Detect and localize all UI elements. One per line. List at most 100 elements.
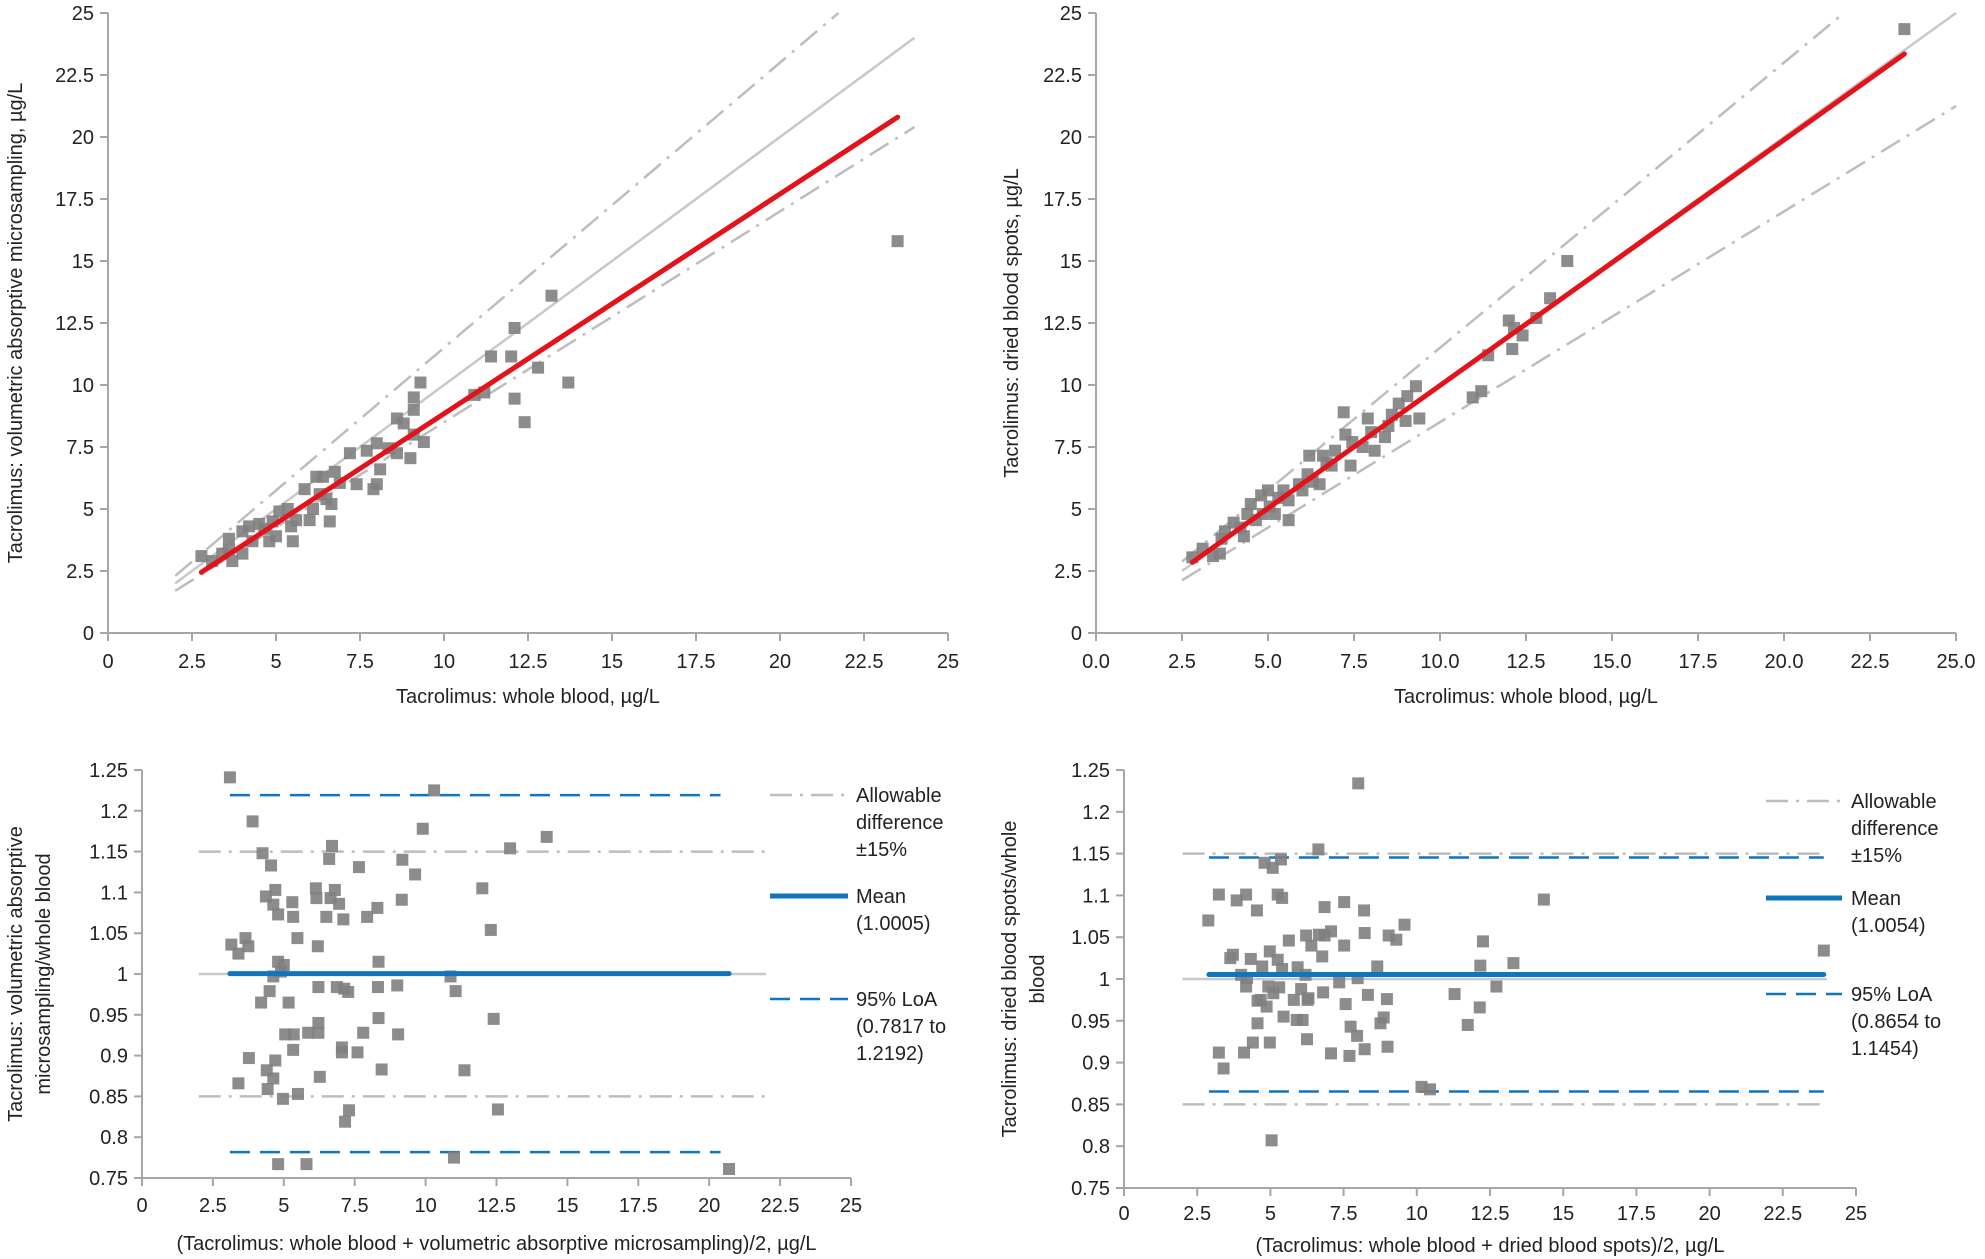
data-point	[276, 1092, 289, 1105]
data-point	[1237, 530, 1250, 543]
y-tick-label: 0.9	[1082, 1053, 1110, 1075]
x-axis-title: Tacrolimus: whole blood, µg/L	[396, 686, 660, 708]
data-point	[1378, 431, 1391, 444]
x-tick-label: 10.0	[1421, 651, 1460, 673]
data-point	[1475, 385, 1488, 398]
x-tick-label: 2.5	[199, 1195, 227, 1217]
x-tick-label: 20.0	[1765, 651, 1804, 673]
data-point	[1398, 918, 1411, 931]
x-tick-label: 15	[1552, 1203, 1574, 1225]
x-tick-label: 12.5	[477, 1195, 516, 1217]
y-tick-label: 2.5	[66, 561, 94, 583]
y-axis-title: blood	[1027, 955, 1049, 1004]
x-tick-label: 0	[102, 651, 113, 673]
data-point	[1246, 1036, 1259, 1049]
x-tick-label: 20	[1698, 1203, 1720, 1225]
data-point	[1358, 927, 1371, 940]
data-point	[397, 417, 410, 430]
data-point	[1461, 1018, 1474, 1031]
y-tick-label: 25	[72, 3, 94, 25]
allowable-lower-line	[1181, 104, 1957, 582]
data-point	[485, 350, 498, 363]
chart-bland-altman-vams: 0 2.5 5 7.5 10 12.5 15 17.5 20 22.5 25 0.75 0.8 0.85 0…	[5, 760, 946, 1255]
data-point	[1263, 1036, 1276, 1049]
y-axis-title: Tacrolimus: volumetric absorptive	[5, 826, 27, 1122]
data-point	[1361, 412, 1374, 425]
x-tick-label: 22.5	[1763, 1203, 1802, 1225]
x-tick-label: 17.5	[1679, 651, 1718, 673]
y-tick-label: 7.5	[66, 437, 94, 459]
data-point	[1898, 23, 1911, 36]
data-point	[1202, 914, 1215, 927]
data-point	[351, 1046, 364, 1059]
data-point	[458, 1064, 471, 1077]
x-tick-label: 5	[278, 1195, 289, 1217]
y-tick-label: 1.05	[89, 923, 128, 945]
data-point	[1240, 888, 1253, 901]
legend-label: difference	[1851, 818, 1938, 840]
data-point	[1256, 960, 1269, 973]
data-point	[339, 1115, 352, 1128]
data-point	[236, 547, 249, 560]
data-point	[1401, 390, 1414, 403]
x-tick-label: 25	[840, 1195, 862, 1217]
x-tick-label: 7.5	[341, 1195, 369, 1217]
data-point	[1351, 1029, 1364, 1042]
data-point	[374, 463, 387, 476]
y-tick-label: 0.8	[100, 1127, 128, 1149]
data-point	[1473, 1001, 1486, 1014]
data-point	[540, 830, 553, 843]
data-point	[343, 1104, 356, 1117]
data-point	[290, 514, 303, 527]
y-tick-label: 1.2	[1082, 802, 1110, 824]
data-point	[272, 1158, 285, 1171]
data-point	[390, 447, 403, 460]
data-point	[306, 503, 319, 515]
data-point	[1295, 983, 1308, 996]
data-point	[1358, 904, 1371, 917]
data-point	[273, 505, 286, 518]
data-point	[1265, 1134, 1278, 1147]
data-point	[1287, 993, 1300, 1006]
data-point	[545, 289, 558, 302]
x-tick-label: 25	[1845, 1203, 1867, 1225]
data-point	[1371, 960, 1384, 973]
data-point	[396, 853, 409, 866]
y-tick-label: 1.1	[100, 882, 128, 904]
data-point	[343, 447, 356, 460]
data-point	[1316, 950, 1329, 963]
x-tick-label: 12.5	[1471, 1203, 1510, 1225]
data-point	[723, 1163, 736, 1176]
legend-entry: Mean (1.0054)	[1766, 888, 1926, 937]
y-axis-title: Tacrolimus: volumetric absorptive micros…	[5, 83, 27, 564]
y-tick-label: 1.15	[1071, 844, 1110, 866]
data-point	[1381, 1040, 1394, 1053]
legend-entry: Mean (1.0005)	[770, 886, 931, 935]
data-point	[1238, 1046, 1251, 1059]
legend-entry: Allowable difference ±15%	[1766, 791, 1938, 867]
data-point	[1276, 891, 1289, 904]
x-axis-title: (Tacrolimus: whole blood + dried blood s…	[1256, 1235, 1725, 1257]
data-point	[350, 478, 363, 491]
legend-label: ±15%	[1851, 845, 1902, 867]
data-point	[272, 908, 285, 921]
data-point	[270, 530, 282, 543]
y-tick-label: 0	[1071, 623, 1082, 645]
y-tick-label: 5	[83, 499, 94, 521]
y-tick-label: 17.5	[55, 189, 94, 211]
data-point	[1313, 478, 1326, 491]
legend: Allowable difference ±15% Mean (1.0005) 95% L…	[770, 785, 946, 1065]
data-point	[891, 235, 904, 248]
data-point	[300, 1158, 313, 1171]
data-point	[357, 1026, 370, 1039]
x-tick-label: 17.5	[619, 1195, 658, 1217]
x-tick-label: 15	[556, 1195, 578, 1217]
data-point	[232, 1077, 245, 1090]
data-point	[342, 985, 355, 998]
chart-dbs-vs-whole-blood: 0.0 2.5 5.0 7.5 10.0 12.5 15.0 17.5 20.0 22.5 25.0…	[1001, 3, 1975, 708]
data-point	[1490, 980, 1503, 993]
y-tick-label: 2.5	[1054, 561, 1082, 583]
legend-label: (1.0054)	[1851, 915, 1926, 937]
x-tick-label: 20	[769, 651, 791, 673]
legend-label: (1.0005)	[856, 913, 931, 935]
